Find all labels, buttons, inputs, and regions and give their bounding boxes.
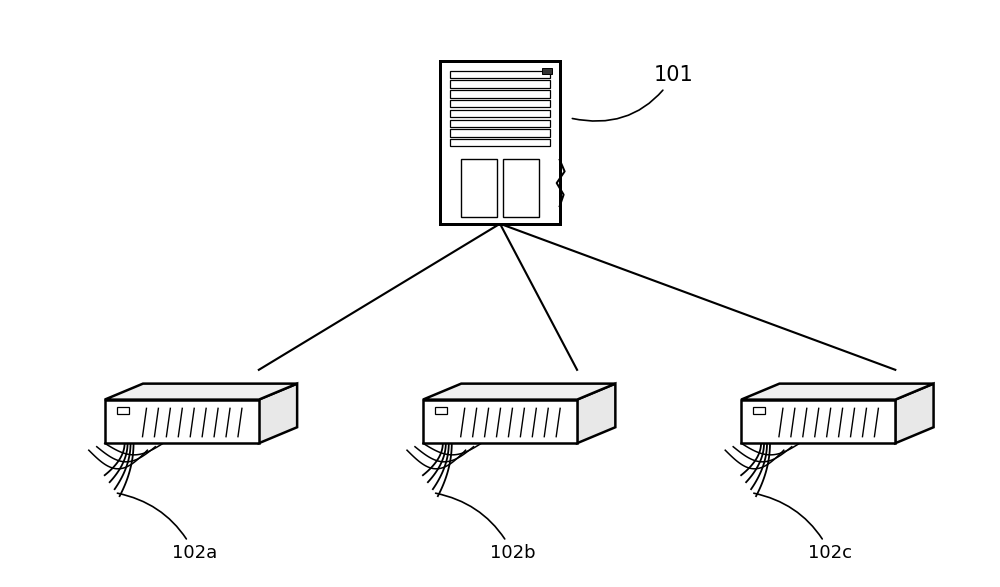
Polygon shape xyxy=(542,68,552,74)
Polygon shape xyxy=(461,158,497,217)
Polygon shape xyxy=(503,158,539,217)
Text: 102a: 102a xyxy=(117,493,217,562)
Text: 102c: 102c xyxy=(754,493,852,562)
Text: 101: 101 xyxy=(572,65,694,121)
Polygon shape xyxy=(450,90,550,97)
Polygon shape xyxy=(440,61,560,224)
Polygon shape xyxy=(450,120,550,127)
Polygon shape xyxy=(450,129,550,137)
Polygon shape xyxy=(450,100,550,107)
Polygon shape xyxy=(577,384,615,443)
Text: 102b: 102b xyxy=(436,493,536,562)
Polygon shape xyxy=(753,407,765,414)
Polygon shape xyxy=(450,110,550,117)
Polygon shape xyxy=(450,70,550,78)
Polygon shape xyxy=(423,384,615,400)
Polygon shape xyxy=(117,407,129,414)
Polygon shape xyxy=(105,384,297,400)
Polygon shape xyxy=(450,80,550,88)
Polygon shape xyxy=(259,384,297,443)
Polygon shape xyxy=(435,407,447,414)
Polygon shape xyxy=(741,400,895,443)
Polygon shape xyxy=(741,384,934,400)
Polygon shape xyxy=(450,139,550,146)
Polygon shape xyxy=(423,400,577,443)
Polygon shape xyxy=(105,400,259,443)
Polygon shape xyxy=(895,384,934,443)
